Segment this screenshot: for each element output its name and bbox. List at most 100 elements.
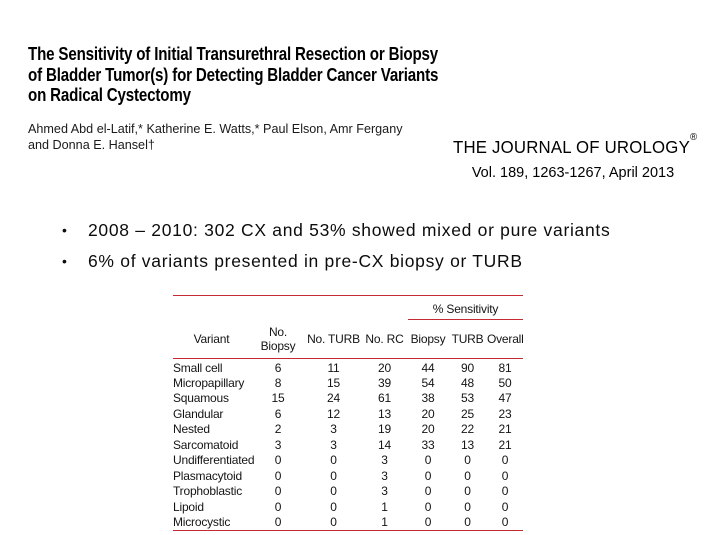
col-header-no-biopsy: No. Biopsy <box>260 324 296 353</box>
table-row: Micropapillary 8 15 39 54 48 50 <box>173 376 523 391</box>
value-cell: 0 <box>330 453 337 468</box>
value-cell: 0 <box>424 499 432 514</box>
value-cell: 47 <box>498 391 512 406</box>
value-cell: 8 <box>274 375 282 390</box>
value-cell: 6 <box>274 360 282 375</box>
value-cell: 0 <box>330 468 337 483</box>
span-header-sensitivity: % Sensitivity <box>408 295 524 320</box>
value-cell: 23 <box>498 406 512 421</box>
value-cell: 1 <box>381 499 388 514</box>
value-cell: 44 <box>421 360 435 375</box>
value-cell: 0 <box>501 453 509 468</box>
table-row: Sarcomatoid 3 3 14 33 13 21 <box>173 438 523 453</box>
value-cell: 0 <box>274 468 282 483</box>
value-cell: 2 <box>274 422 282 437</box>
table-row: Squamous 15 24 61 38 53 47 <box>173 391 523 406</box>
table-row: Microcystic 0 0 1 0 0 0 <box>173 515 523 531</box>
value-cell: 3 <box>330 422 337 437</box>
col-header-no-rc: No. RC <box>365 331 404 346</box>
variant-cell: Plasmacytoid <box>173 468 242 483</box>
table-row: Glandular 6 12 13 20 25 23 <box>173 407 523 422</box>
value-cell: 48 <box>461 375 474 390</box>
variant-cell: Micropapillary <box>173 375 245 390</box>
bullet-text: 6% of variants presented in pre-CX biops… <box>88 250 523 271</box>
paper-title: The Sensitivity of Initial Transurethral… <box>28 44 438 106</box>
table-row: Lipoid 0 0 1 0 0 0 <box>173 500 523 515</box>
table-header-row: Variant No. Biopsy No. TURB No. RC Biops… <box>173 320 524 358</box>
value-cell: 38 <box>421 391 435 406</box>
value-cell: 53 <box>461 391 474 406</box>
table-row: Trophoblastic 0 0 3 0 0 0 <box>173 484 523 499</box>
value-cell: 25 <box>461 406 474 421</box>
col-header-no-turb: No. TURB <box>307 331 360 346</box>
title-line: on Radical Cystectomy <box>28 85 191 105</box>
value-cell: 3 <box>381 453 388 468</box>
bullet-list: • 2008 – 2010: 302 CX and 53% showed mix… <box>62 219 610 281</box>
journal-name: THE JOURNAL OF UROLOGY® <box>453 132 697 158</box>
bullet-text: 2008 – 2010: 302 CX and 53% showed mixed… <box>88 219 611 240</box>
value-cell: 50 <box>498 375 512 390</box>
value-cell: 0 <box>330 484 337 499</box>
title-line: The Sensitivity of Initial Transurethral… <box>28 44 439 64</box>
variant-cell: Undifferentiated <box>173 453 255 468</box>
author-line: Ahmed Abd el-Latif,* Katherine E. Watts,… <box>28 121 403 136</box>
table-row: Undifferentiated 0 0 3 0 0 0 <box>173 453 523 468</box>
variant-cell: Nested <box>173 422 210 437</box>
col-header-biopsy: Biopsy <box>410 331 446 346</box>
table-row: Small cell 6 11 20 44 90 81 <box>173 358 523 376</box>
value-cell: 15 <box>327 375 340 390</box>
value-cell: 0 <box>464 499 471 514</box>
value-cell: 0 <box>464 484 471 499</box>
value-cell: 39 <box>378 375 391 390</box>
value-cell: 20 <box>421 422 435 437</box>
value-cell: 15 <box>271 391 285 406</box>
variant-cell: Trophoblastic <box>173 484 242 499</box>
value-cell: 0 <box>274 515 282 530</box>
value-cell: 20 <box>421 406 435 421</box>
journal-citation: Vol. 189, 1263-1267, April 2013 <box>471 165 675 181</box>
value-cell: 3 <box>381 484 388 499</box>
table-row: Nested 2 3 19 20 22 21 <box>173 422 523 437</box>
value-cell: 0 <box>330 499 337 514</box>
value-cell: 0 <box>424 515 432 530</box>
value-cell: 33 <box>421 437 435 452</box>
title-line: of Bladder Tumor(s) for Detecting Bladde… <box>28 64 439 85</box>
value-cell: 0 <box>330 515 337 530</box>
bullet-item: • 2008 – 2010: 302 CX and 53% showed mix… <box>62 219 610 241</box>
col-header-variant: Variant <box>193 331 230 346</box>
variant-cell: Small cell <box>173 360 223 375</box>
col-header-turb: TURB <box>451 331 484 346</box>
value-cell: 0 <box>424 484 432 499</box>
value-cell: 24 <box>327 391 340 406</box>
sensitivity-table: % Sensitivity Variant No. Biopsy No. TUR… <box>173 295 524 532</box>
value-cell: 54 <box>421 375 435 390</box>
table-row: Plasmacytoid 0 0 3 0 0 0 <box>173 469 523 484</box>
span-header-row: % Sensitivity <box>173 295 524 320</box>
registered-mark: ® <box>689 132 698 144</box>
value-cell: 13 <box>378 406 391 421</box>
value-cell: 0 <box>501 499 509 514</box>
value-cell: 0 <box>464 515 471 530</box>
bullet-icon: • <box>62 222 67 238</box>
value-cell: 21 <box>498 437 512 452</box>
value-cell: 22 <box>461 422 474 437</box>
value-cell: 0 <box>274 453 282 468</box>
variant-cell: Glandular <box>173 406 224 421</box>
bullet-icon: • <box>62 253 67 269</box>
value-cell: 1 <box>381 515 388 530</box>
value-cell: 12 <box>327 406 340 421</box>
variant-cell: Squamous <box>173 391 229 406</box>
value-cell: 0 <box>501 484 509 499</box>
col-header-overall: Overall <box>487 331 524 346</box>
bullet-item: • 6% of variants presented in pre-CX bio… <box>62 250 610 272</box>
value-cell: 3 <box>274 437 282 452</box>
value-cell: 13 <box>461 437 474 452</box>
variant-cell: Sarcomatoid <box>173 437 239 452</box>
value-cell: 14 <box>378 437 391 452</box>
journal-name-text: THE JOURNAL OF UROLOGY <box>453 137 690 157</box>
value-cell: 0 <box>274 484 282 499</box>
value-cell: 0 <box>424 453 432 468</box>
table-body: Small cell 6 11 20 44 90 81 Micropapillary 8 15 39… <box>173 358 523 531</box>
value-cell: 81 <box>498 360 512 375</box>
